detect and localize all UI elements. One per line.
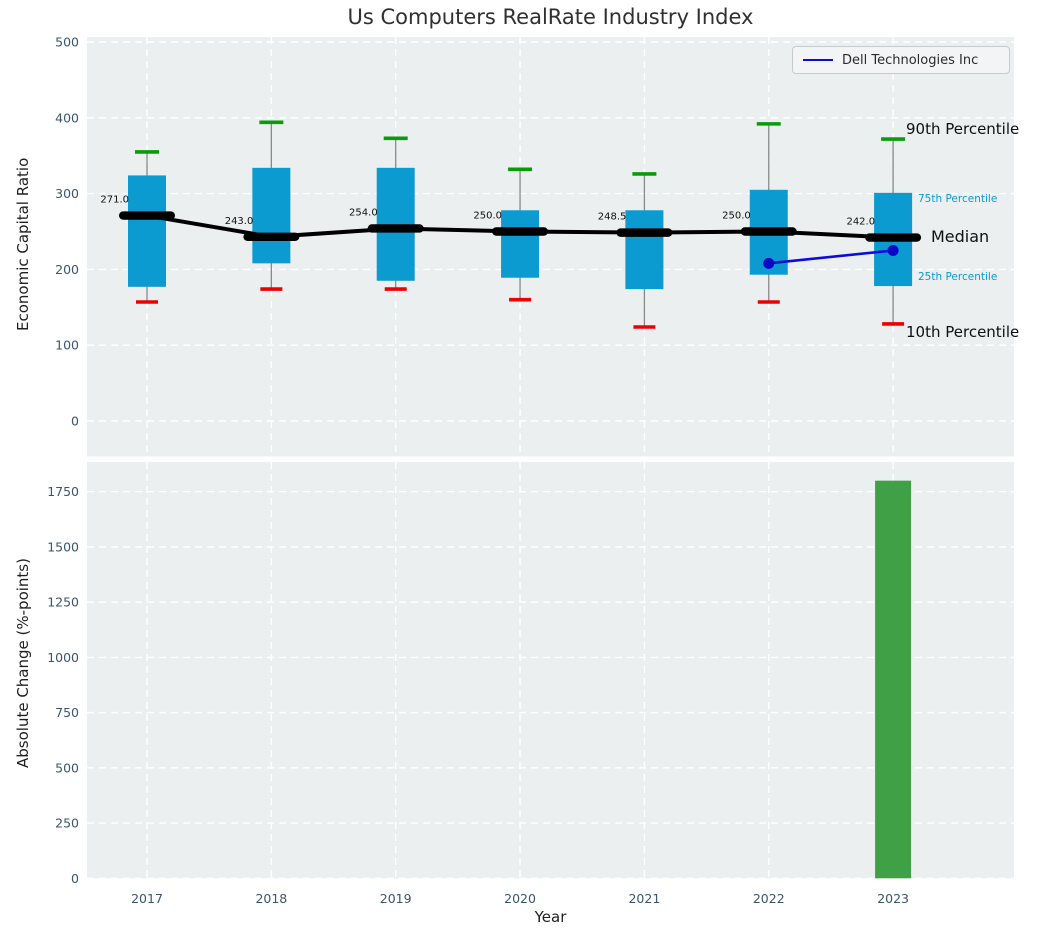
- ytick-bottom: 0: [71, 871, 79, 886]
- ytick-top: 300: [55, 186, 79, 201]
- xtick-2018: 2018: [255, 891, 287, 906]
- legend-line-swatch: [803, 59, 833, 61]
- label-10th-percentile: 10th Percentile: [906, 323, 1020, 341]
- xtick-2023: 2023: [877, 891, 909, 906]
- chart-title: Us Computers RealRate Industry Index: [347, 5, 754, 29]
- y-axis-label-top: Economic Capital Ratio: [14, 157, 32, 331]
- ytick-bottom: 1500: [47, 539, 79, 554]
- median-marker-2022: [740, 227, 797, 236]
- median-marker-2017: [119, 211, 175, 220]
- plot-area-bottom: [87, 462, 1014, 879]
- label-median: Median: [931, 227, 990, 246]
- ytick-bottom: 1250: [47, 595, 79, 610]
- label-90th-percentile: 90th Percentile: [906, 120, 1020, 138]
- dell-marker-2022: [763, 257, 775, 269]
- median-marker-2021: [616, 228, 673, 237]
- median-marker-2018: [243, 232, 300, 242]
- iqr-box-2017: [128, 175, 166, 287]
- change-bar-2023: [875, 480, 912, 879]
- ytick-bottom: 500: [55, 760, 79, 775]
- ytick-bottom: 1750: [47, 484, 79, 499]
- ytick-top: 400: [55, 110, 79, 125]
- median-value-2017: 271.0: [100, 195, 129, 206]
- median-marker-2020: [492, 227, 549, 236]
- ytick-top: 500: [55, 35, 79, 50]
- xtick-2021: 2021: [628, 891, 660, 906]
- xtick-2020: 2020: [504, 891, 536, 906]
- legend[interactable]: Dell Technologies Inc: [792, 46, 1010, 74]
- ytick-bottom: 1000: [47, 650, 79, 665]
- xtick-2019: 2019: [380, 891, 412, 906]
- dell-marker-2023: [887, 244, 899, 256]
- xtick-2017: 2017: [131, 891, 163, 906]
- median-value-2020: 250.0: [473, 211, 502, 222]
- ytick-top: 200: [55, 262, 79, 277]
- median-value-2021: 248.5: [598, 212, 627, 223]
- legend-label: Dell Technologies Inc: [842, 52, 979, 68]
- median-marker-2023: [865, 233, 922, 242]
- iqr-box-2021: [625, 210, 664, 290]
- label-75th-percentile: 75th Percentile: [918, 193, 998, 205]
- label-25th-percentile: 25th Percentile: [918, 271, 998, 283]
- median-value-2019: 254.0: [349, 207, 378, 218]
- median-value-2023: 242.0: [846, 217, 875, 228]
- dell-line: [768, 249, 894, 265]
- ytick-top: 0: [71, 414, 79, 429]
- y-axis-label-bottom: Absolute Change (%-points): [14, 558, 32, 768]
- ytick-bottom: 250: [55, 816, 79, 831]
- median-value-2018: 243.0: [225, 216, 254, 227]
- median-marker-2019: [367, 224, 424, 233]
- iqr-box-2018: [252, 167, 291, 264]
- median-value-2022: 250.0: [722, 211, 751, 222]
- xtick-2022: 2022: [753, 891, 785, 906]
- iqr-box-2020: [501, 210, 540, 278]
- x-axis-label: Year: [534, 908, 567, 926]
- ytick-bottom: 750: [55, 705, 79, 720]
- ytick-top: 100: [55, 338, 79, 353]
- plot-area-top: [87, 37, 1014, 457]
